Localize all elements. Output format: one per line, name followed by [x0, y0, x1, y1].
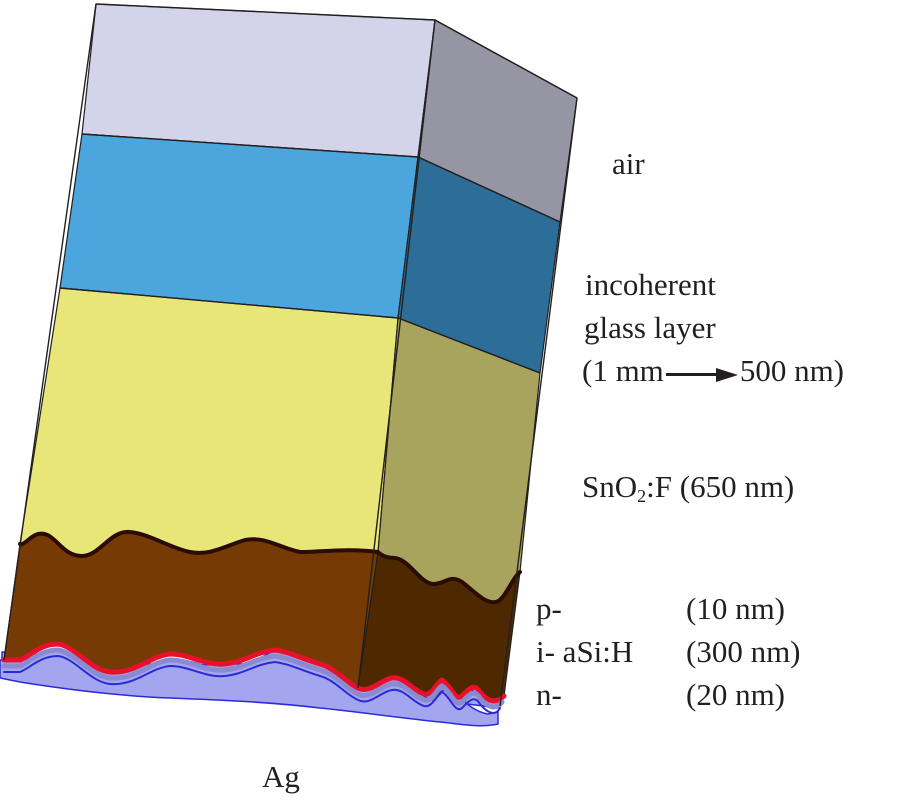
p-layer-name: p- [536, 591, 562, 626]
p-layer-band [1, 641, 507, 704]
n-layer-thickness: (20 nm) [686, 677, 786, 712]
label-n-layer: n- (20 nm) [536, 676, 785, 714]
label-i-layer: i- aSi:H (300 nm) [536, 633, 801, 671]
sno2-asi-interface [18, 529, 522, 605]
sno2-suffix: :F (650 nm) [646, 469, 795, 504]
glass-thickness-close: 500 nm) [739, 353, 844, 388]
glass-layer-front [59, 133, 419, 319]
label-p-layer: p- (10 nm) [536, 590, 785, 628]
air-layer-front [81, 3, 436, 158]
label-glass-line2: glass layer [584, 310, 716, 345]
glass-thickness-open: (1 mm [582, 353, 664, 388]
sno2-subscript: 2 [637, 486, 647, 506]
sno2-layer-front [19, 287, 399, 557]
n-layer-band [1, 647, 505, 710]
n-layer-name: n- [536, 677, 562, 712]
box-edges [3, 3, 578, 707]
label-ag: Ag [262, 759, 300, 794]
label-glass-thickness: (1 mm 500 nm) [582, 352, 844, 390]
p-layer-thickness: (10 nm) [686, 591, 786, 626]
label-sno2: SnO2:F (650 nm) [582, 468, 794, 506]
label-glass-line1: incoherent [585, 267, 716, 302]
i-layer-thickness: (300 nm) [686, 634, 801, 669]
i-layer-name: i- aSi:H [536, 634, 634, 669]
arrow-icon [665, 367, 738, 382]
ag-layer-edge [3, 655, 501, 714]
sno2-prefix: SnO [582, 469, 638, 504]
label-air: air [612, 146, 645, 181]
